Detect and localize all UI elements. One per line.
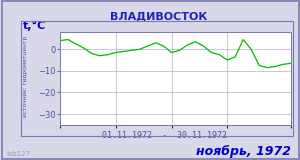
- Text: источник: гидрометцентр: источник: гидрометцентр: [22, 36, 28, 117]
- Text: lab127: lab127: [6, 151, 30, 157]
- Text: ВЛАДИВОСТОК: ВЛАДИВОСТОК: [110, 11, 208, 21]
- Text: t,°C: t,°C: [23, 21, 46, 31]
- Text: 01.11.1972  -  30.11.1972: 01.11.1972 - 30.11.1972: [103, 131, 227, 140]
- Text: ноябрь, 1972: ноябрь, 1972: [196, 145, 291, 158]
